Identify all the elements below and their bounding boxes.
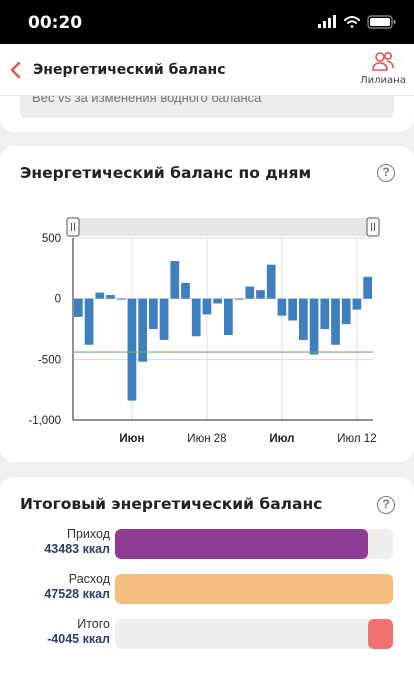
x-tick-label: Июл [269,433,294,445]
chart-bar [213,298,222,304]
y-tick-label: 0 [55,294,61,306]
x-tick-label: Июн 28 [187,433,226,445]
expense-bar-track [115,574,393,604]
chart-bar [288,298,297,321]
chart-bar [256,290,265,299]
balance-row-expense: Расход 47528 ккал [0,570,414,610]
income-bar-track [115,529,393,559]
back-arrow-icon[interactable] [4,56,30,84]
total-bar [367,619,393,649]
user-name-label: Лилиана [360,75,406,86]
wifi-icon [344,16,360,28]
chart-bar [245,286,255,299]
balance-row-income: Приход 43483 ккал [0,525,414,565]
chart-bar [277,298,287,316]
range-handle-right[interactable] [366,217,380,237]
chart-bar [341,298,351,325]
chart-bar [309,298,319,355]
income-bar [115,529,368,559]
battery-icon [367,15,396,29]
x-tick-label: Июн [119,433,144,445]
chart-bar [331,298,340,345]
energy-bar-chart: 500 0 -500 -1,000 Июн Июн 28 Июл Июл 12 [28,217,380,445]
signal-icon [318,15,336,28]
y-tick-label: -1,000 [28,415,61,427]
range-handle-left[interactable] [66,217,80,237]
previous-card: Вес vs за изменения водного баланса [0,96,414,132]
income-value: 43483 ккал [44,542,110,556]
total-card-title: Итоговый энергетический баланс [20,495,323,513]
range-slider-track [73,218,373,236]
weight-vs-water-field[interactable]: Вес vs за изменения водного баланса [20,96,394,118]
weight-vs-water-label: Вес vs за изменения водного баланса [32,96,262,105]
chart-bar [127,298,137,401]
chart-bar [224,298,233,336]
chart-bar [106,295,115,299]
total-balance-card: Итоговый энергетический баланс ? Приход … [0,477,414,680]
total-label: Итого [77,617,110,631]
chart-bar [266,264,276,299]
chart-bar [299,298,308,340]
status-time: 00:20 [28,13,83,33]
total-bar-track [115,619,393,649]
chart-bar [234,298,244,300]
nav-bar: Энергетический баланс Лилиана [0,44,414,96]
chart-bar [170,261,180,299]
total-help-icon[interactable]: ? [377,496,395,514]
chart-bar [95,292,105,299]
chart-bar [84,298,94,345]
y-tick-label: 500 [42,233,61,245]
x-tick-label: Июл 12 [337,433,376,445]
expense-bar [115,574,393,604]
chart-bar [138,298,147,362]
chart-bar [116,298,126,300]
expense-label: Расход [68,572,110,586]
chart-bar [320,298,330,329]
chart-help-icon[interactable]: ? [377,164,395,182]
chart-card-title: Энергетический баланс по дням [20,164,312,182]
daily-energy-chart-card: Энергетический баланс по дням ? 500 0 -500… [0,146,414,462]
status-icons [318,15,396,29]
page-title: Энергетический баланс [33,62,226,78]
income-label: Приход [67,527,110,541]
chart-bar [202,298,212,315]
chart-bar [149,298,158,329]
expense-value: 47528 ккал [44,587,110,601]
chart-bar [74,298,83,317]
y-tick-label: -500 [38,354,61,366]
total-value: -4045 ккал [47,632,110,646]
chart-bar [191,298,201,337]
chart-bar [352,298,362,310]
balance-row-total: Итого -4045 ккал [0,615,414,655]
status-bar: 00:20 [0,0,414,44]
chart-bar [181,282,190,299]
chart-bar [363,276,372,299]
user-profile-button[interactable]: Лилиана [356,50,410,92]
users-icon [372,51,394,71]
chart-bar [159,298,169,340]
